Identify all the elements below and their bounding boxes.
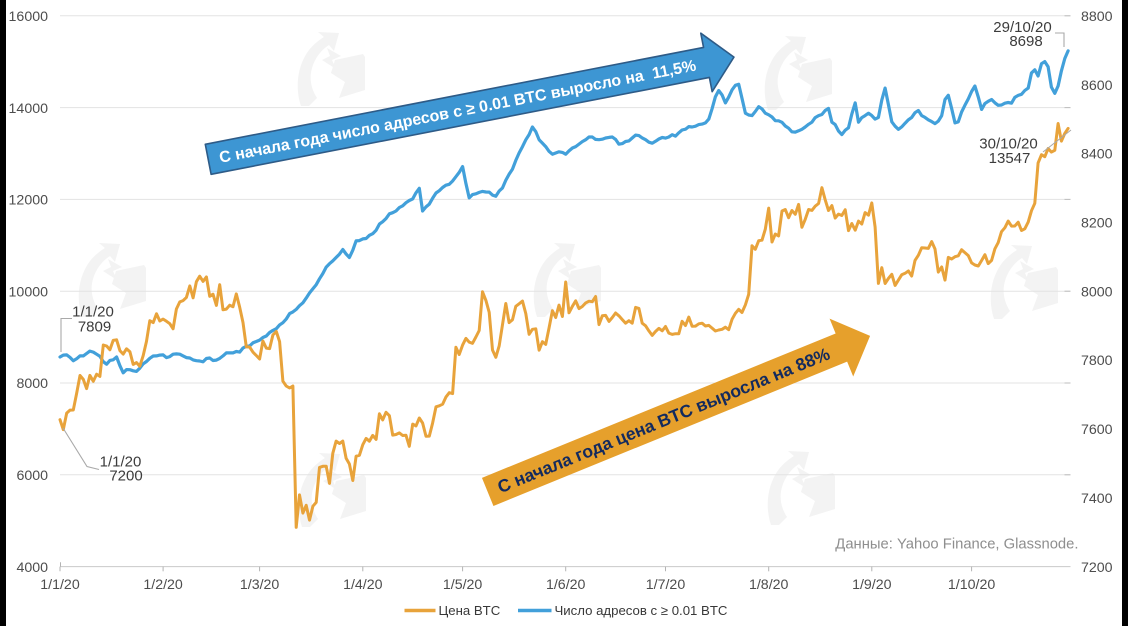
svg-text:1/3/20: 1/3/20 (240, 577, 280, 593)
svg-text:7200: 7200 (109, 468, 142, 485)
svg-text:1/10/20: 1/10/20 (948, 577, 995, 593)
svg-text:29/10/20: 29/10/20 (993, 19, 1051, 36)
svg-text:8800: 8800 (1081, 9, 1113, 25)
svg-text:1/4/20: 1/4/20 (343, 577, 383, 593)
svg-text:8000: 8000 (1081, 284, 1113, 300)
svg-text:Цена BTC: Цена BTC (439, 603, 501, 618)
svg-text:1/7/20: 1/7/20 (646, 577, 686, 593)
svg-text:Данные: Yahoo Finance, Glassno: Данные: Yahoo Finance, Glassnode. (835, 537, 1078, 553)
svg-text:1/1/20: 1/1/20 (40, 577, 80, 593)
svg-text:14000: 14000 (9, 101, 49, 117)
svg-text:30/10/20: 30/10/20 (979, 135, 1037, 152)
svg-text:1/9/20: 1/9/20 (852, 577, 892, 593)
svg-text:8000: 8000 (16, 376, 48, 392)
svg-text:7809: 7809 (78, 319, 111, 336)
svg-text:8200: 8200 (1081, 216, 1113, 232)
svg-text:1/5/20: 1/5/20 (443, 577, 483, 593)
svg-text:12000: 12000 (9, 193, 49, 209)
svg-text:6000: 6000 (16, 468, 48, 484)
svg-text:1/1/20: 1/1/20 (72, 304, 114, 321)
svg-text:13547: 13547 (989, 150, 1031, 167)
svg-text:1/2/20: 1/2/20 (143, 577, 183, 593)
svg-text:Число адресов с ≥ 0.01 BTC: Число адресов с ≥ 0.01 BTC (555, 603, 728, 618)
svg-text:4000: 4000 (16, 560, 48, 576)
svg-text:16000: 16000 (9, 9, 49, 25)
svg-text:8400: 8400 (1081, 147, 1113, 163)
svg-text:8698: 8698 (1009, 33, 1042, 50)
svg-text:7800: 7800 (1081, 353, 1113, 369)
svg-text:1/1/20: 1/1/20 (100, 454, 142, 471)
svg-text:8600: 8600 (1081, 78, 1113, 94)
svg-text:1/6/20: 1/6/20 (546, 577, 586, 593)
svg-text:7600: 7600 (1081, 422, 1113, 438)
svg-text:7400: 7400 (1081, 491, 1113, 507)
svg-text:10000: 10000 (9, 284, 49, 300)
svg-text:7200: 7200 (1081, 560, 1113, 576)
svg-text:1/8/20: 1/8/20 (749, 577, 789, 593)
